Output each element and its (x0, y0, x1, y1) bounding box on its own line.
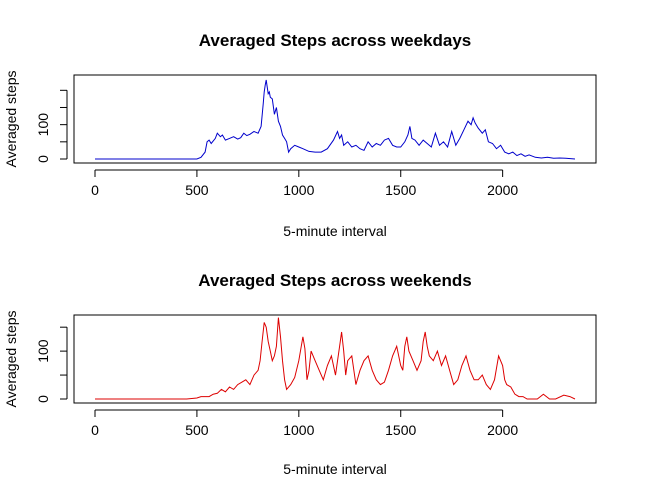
weekday-panel: Averaged Steps across weekdays 0 500 1000 1… (3, 31, 597, 239)
weekend-x-axis-label: 5-minute interval (283, 461, 387, 477)
weekday-y-axis: 0 100 (35, 89, 68, 163)
y-tick-label: 100 (35, 339, 51, 363)
weekend-plot-frame (73, 314, 597, 404)
weekend-chart-title: Averaged Steps across weekends (198, 271, 471, 290)
x-tick-label: 1000 (283, 182, 314, 198)
x-tick-label: 0 (91, 422, 99, 438)
weekday-y-axis-label: Averaged steps (3, 70, 19, 167)
x-tick-label: 1000 (283, 422, 314, 438)
weekend-steps-line (95, 317, 576, 400)
y-tick-label: 0 (35, 155, 51, 163)
x-tick-label: 1500 (385, 182, 416, 198)
x-tick-label: 500 (185, 182, 209, 198)
weekday-x-axis: 0 500 1000 1500 2000 (91, 169, 518, 198)
x-tick-label: 2000 (487, 422, 518, 438)
y-tick-label: 0 (35, 395, 51, 403)
x-tick-label: 2000 (487, 182, 518, 198)
weekend-y-axis: 0 100 (35, 326, 68, 403)
x-tick-label: 500 (185, 422, 209, 438)
weekday-plot-frame (73, 74, 597, 164)
weekend-panel: Averaged Steps across weekends 0 500 1000 1… (3, 271, 597, 477)
weekday-x-axis-label: 5-minute interval (283, 223, 387, 239)
x-tick-label: 0 (91, 182, 99, 198)
weekday-steps-line (95, 79, 576, 160)
x-tick-label: 1500 (385, 422, 416, 438)
weekend-y-axis-label: Averaged steps (3, 310, 19, 407)
weekend-x-axis: 0 500 1000 1500 2000 (91, 409, 518, 438)
y-tick-label: 100 (35, 113, 51, 137)
weekday-chart-title: Averaged Steps across weekdays (199, 31, 471, 50)
